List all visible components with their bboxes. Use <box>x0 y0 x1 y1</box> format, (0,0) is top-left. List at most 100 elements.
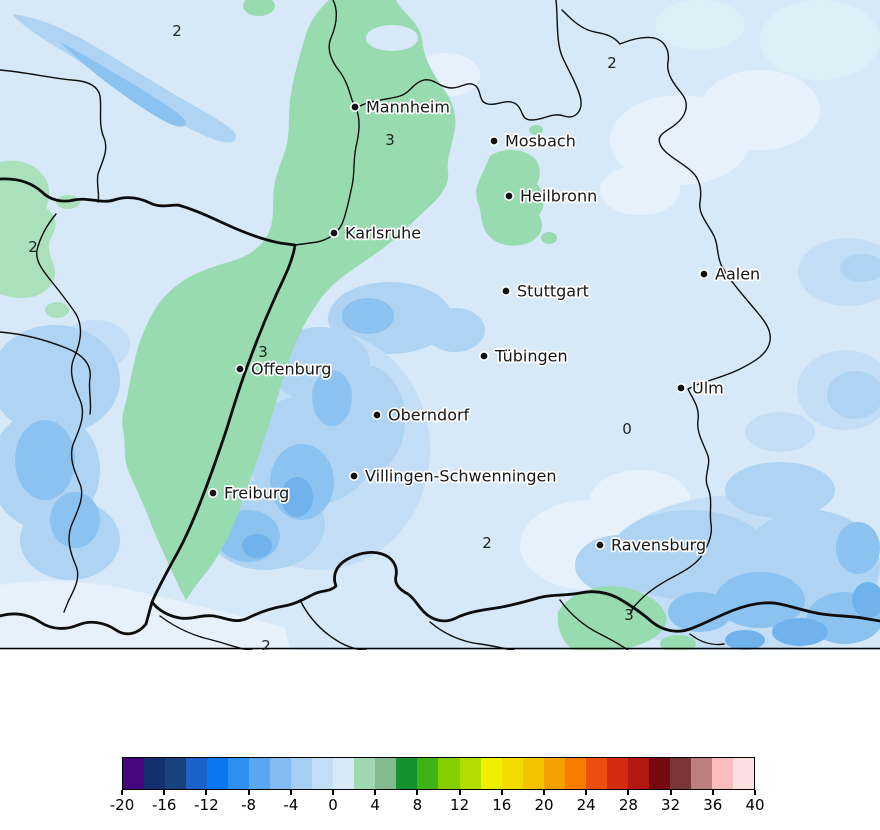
city-label: Oberndorf <box>388 406 470 425</box>
colorbar-segment <box>312 758 334 789</box>
colorbar-tick <box>121 790 123 795</box>
city-marker-dot <box>371 409 382 420</box>
colorbar-segment <box>669 758 691 789</box>
colorbar-segment <box>564 758 586 789</box>
colorbar-segment <box>438 758 460 789</box>
colorbar-segment <box>690 758 712 789</box>
colorbar-segment <box>165 758 187 789</box>
colorbar-segment <box>522 758 544 789</box>
temperature-value-label: 3 <box>624 606 634 624</box>
city-label: Tübingen <box>494 347 568 366</box>
colorbar-tick-label: -16 <box>151 796 177 814</box>
temperature-value-label: 2 <box>172 22 182 40</box>
colorbar-segment <box>480 758 502 789</box>
city-label: Villingen-Schwenningen <box>365 467 556 486</box>
colorbar-tick <box>289 790 292 795</box>
colorbar-tick <box>543 790 545 795</box>
colorbar-tick <box>374 790 377 795</box>
colorbar-tick-label: -8 <box>241 796 257 814</box>
city-label: Ulm <box>692 379 724 398</box>
temperature-value-label: 3 <box>258 343 268 361</box>
colorbar-segment <box>207 758 229 789</box>
colorbar-segment <box>123 758 145 789</box>
city-label: Offenburg <box>251 360 331 379</box>
colorbar-tick-label: 40 <box>745 796 765 814</box>
colorbar-segment <box>543 758 565 789</box>
colorbar-tick-label: -4 <box>283 796 299 814</box>
city-marker-dot <box>478 350 489 361</box>
colorbar-segment <box>333 758 355 789</box>
colorbar-tick <box>458 790 461 795</box>
city-label: Ravensburg <box>611 536 706 555</box>
city-marker-dot <box>348 470 359 481</box>
colorbar-tick-label: 24 <box>576 796 596 814</box>
colorbar-segment <box>501 758 523 789</box>
colorbar-tick-label: -12 <box>194 796 219 814</box>
city-marker-dot <box>349 102 360 113</box>
city-label: Freiburg <box>224 484 289 503</box>
colorbar-tick <box>332 790 334 795</box>
colorbar-segment <box>732 758 754 789</box>
colorbar-segment <box>648 758 670 789</box>
colorbar-segment <box>354 758 376 789</box>
city-label: Karlsruhe <box>345 224 421 243</box>
colorbar-segment <box>606 758 628 789</box>
temperature-colorbar <box>122 757 755 790</box>
national-border-lines <box>0 177 880 636</box>
temperature-value-label: 2 <box>482 534 492 552</box>
city-label: Aalen <box>715 265 760 284</box>
temperature-value-label: 0 <box>622 420 632 438</box>
colorbar-segment <box>417 758 439 789</box>
colorbar-tick <box>416 790 419 795</box>
colorbar-segment <box>249 758 271 789</box>
colorbar-tick-label: -20 <box>109 796 135 814</box>
city-marker-dot <box>488 136 499 147</box>
city-marker-dot <box>698 268 709 279</box>
city-marker-dot <box>594 539 605 550</box>
colorbar-segment <box>375 758 397 789</box>
colorbar-tick <box>754 790 756 795</box>
colorbar-tick-label: 32 <box>661 796 681 814</box>
city-marker-dot <box>500 285 511 296</box>
colorbar-tick-label: 0 <box>328 796 338 814</box>
colorbar-tick-label: 4 <box>370 796 380 814</box>
colorbar-tick-label: 16 <box>492 796 512 814</box>
city-label: Stuttgart <box>517 282 589 301</box>
colorbar-tick <box>627 790 630 795</box>
colorbar-segment <box>186 758 208 789</box>
colorbar-segment <box>291 758 313 789</box>
colorbar-tick <box>247 790 250 795</box>
colorbar-tick <box>500 790 503 795</box>
city-marker-dot <box>675 382 686 393</box>
map-footer: Temperatur in 2m (in °C) Modell: ICON-D2… <box>0 650 880 830</box>
colorbar-tick-label: 36 <box>703 796 723 814</box>
city-marker-dot <box>503 191 514 202</box>
temperature-value-label: 2 <box>261 637 271 650</box>
city-markers: Mannheim Mosbach Heilbronn Karlsruhe Stuttga… <box>208 96 762 556</box>
colorbar-tick <box>205 790 208 795</box>
colorbar-tick <box>711 790 714 795</box>
temperature-value-labels: 2 2 2 3 3 0 2 3 2 <box>28 22 634 650</box>
city-label: Mannheim <box>366 98 450 117</box>
city-label: Mosbach <box>505 132 576 151</box>
colorbar-segment <box>459 758 481 789</box>
map-green-zones <box>0 0 696 650</box>
state-border-lines <box>0 0 771 650</box>
colorbar-tick <box>669 790 672 795</box>
city-marker-dot <box>208 487 219 498</box>
colorbar-tick <box>163 790 166 795</box>
colorbar-segment <box>270 758 292 789</box>
colorbar-tick <box>585 790 588 795</box>
colorbar-segment <box>711 758 733 789</box>
city-label: Heilbronn <box>520 187 597 206</box>
colorbar-segment <box>396 758 418 789</box>
colorbar-tick-label: 8 <box>412 796 423 814</box>
colorbar-tick-label: 12 <box>450 796 470 814</box>
colorbar-segment <box>228 758 250 789</box>
temperature-map: 2 2 2 3 3 0 2 3 2 Mannheim Mosbach Heilbronn Karlsr… <box>0 0 880 650</box>
colorbar-segment <box>144 758 166 789</box>
colorbar-segment <box>585 758 607 789</box>
colorbar-segment <box>627 758 649 789</box>
temperature-value-label: 2 <box>607 54 617 72</box>
